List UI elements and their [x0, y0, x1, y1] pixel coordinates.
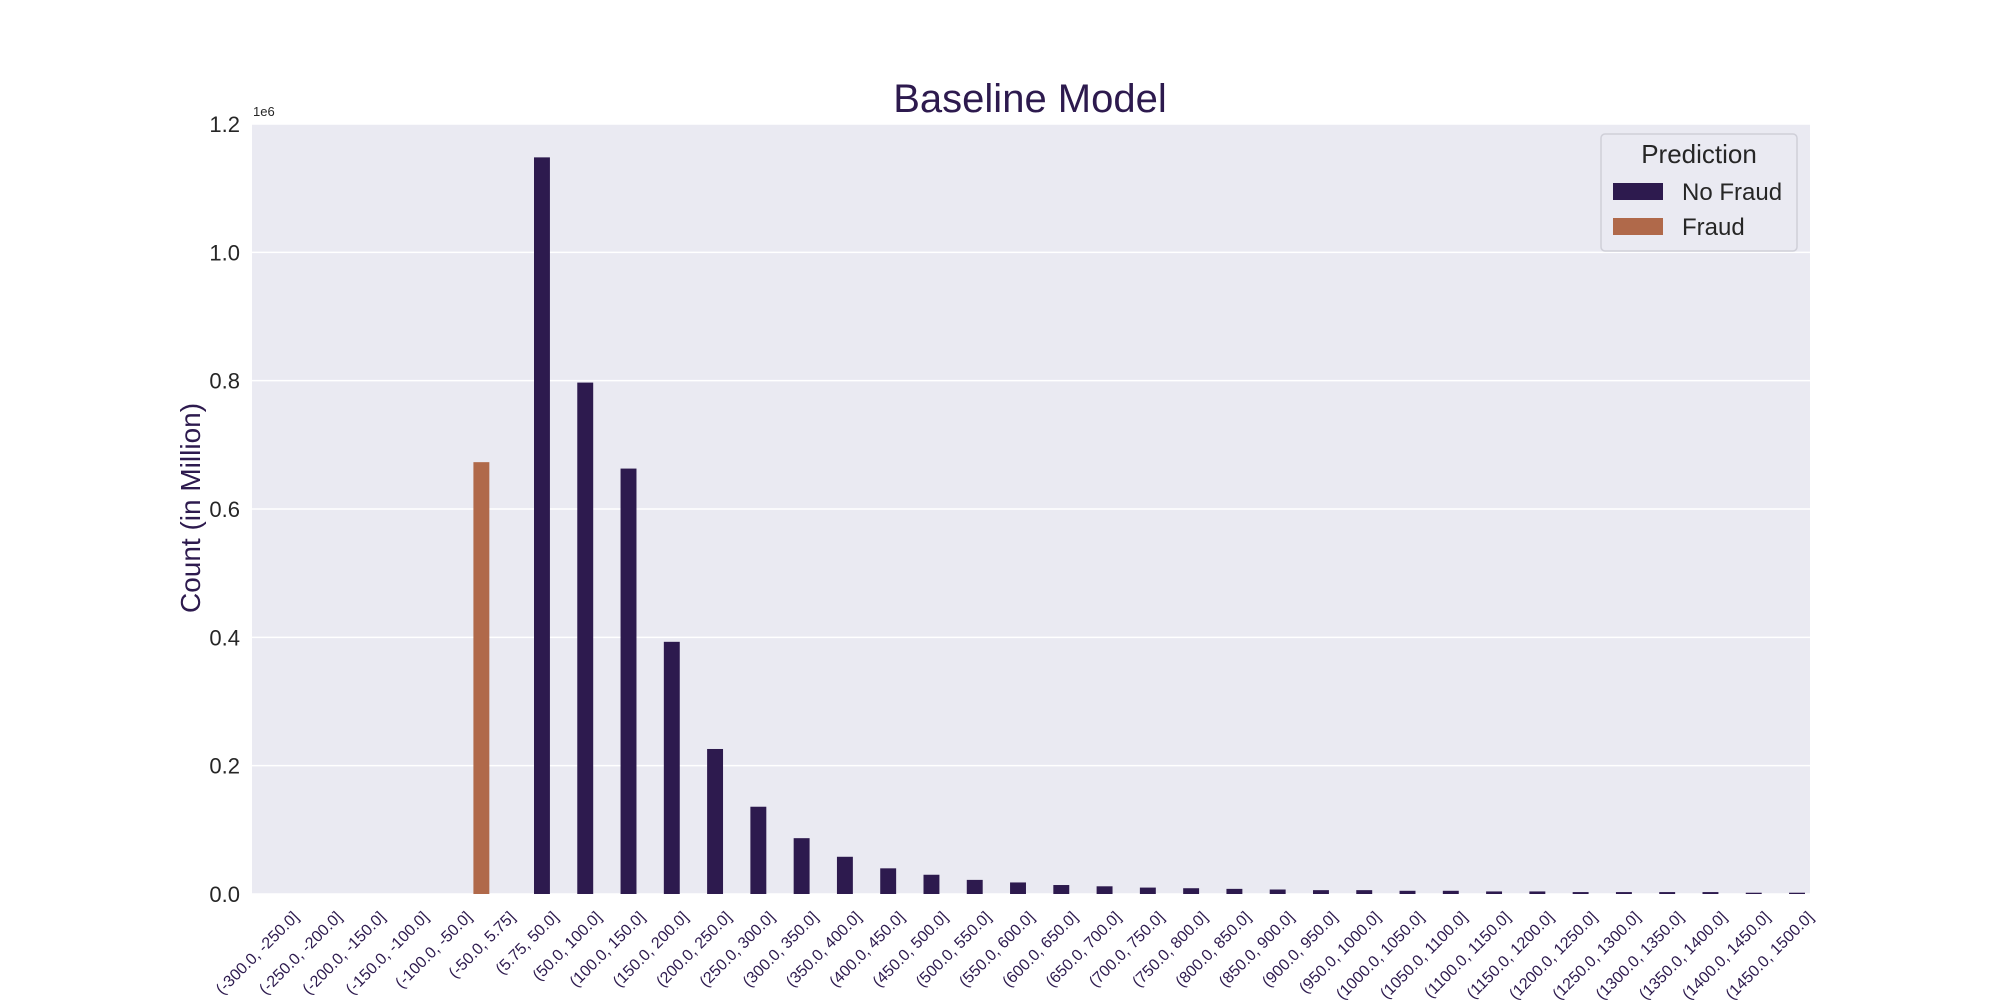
x-tick-label: (850.0, 900.0] [1216, 909, 1298, 991]
x-tick-label: (550.0, 600.0] [956, 909, 1038, 991]
bar-no-fraud [1053, 885, 1070, 894]
x-tick-label: (700.0, 750.0] [1086, 909, 1168, 991]
x-tick-label: (600.0, 650.0] [1000, 909, 1082, 991]
bar-no-fraud [663, 641, 680, 894]
bar-no-fraud [1442, 890, 1459, 894]
bar-no-fraud [1269, 889, 1286, 894]
bar-no-fraud [880, 868, 897, 894]
y-tick-label: 0.6 [209, 497, 240, 522]
x-tick-label: (450.0, 500.0] [870, 909, 952, 991]
bar-no-fraud [1096, 886, 1113, 894]
bar-no-fraud [620, 468, 637, 894]
bar-no-fraud [1789, 892, 1805, 894]
y-tick-label: 1.2 [209, 112, 240, 137]
y-axis-offset-label: 1e6 [253, 104, 275, 119]
y-tick-label: 0.8 [209, 369, 240, 394]
bar-fraud [473, 462, 490, 894]
x-tick-label: (500.0, 550.0] [913, 909, 995, 991]
x-tick-label: (750.0, 800.0] [1129, 909, 1211, 991]
bar-no-fraud [1615, 892, 1632, 894]
y-tick-label: 1.0 [209, 240, 240, 265]
y-tick-label: 0.2 [209, 754, 240, 779]
x-tick-label: (150.0, 200.0] [610, 909, 692, 991]
y-axis-label: Count (in Million) [175, 403, 206, 613]
bar-no-fraud [750, 806, 767, 894]
bar-no-fraud [1183, 888, 1200, 894]
bar-no-fraud [923, 874, 940, 894]
bar-no-fraud [1659, 892, 1676, 894]
x-tick-label: (650.0, 700.0] [1043, 909, 1125, 991]
bar-no-fraud [1745, 892, 1762, 894]
bar-no-fraud [1226, 888, 1243, 894]
grid-lines [252, 123, 1810, 895]
x-tick-label: (200.0, 250.0] [653, 909, 735, 991]
legend-swatch-no-fraud [1613, 183, 1663, 200]
bar-no-fraud [966, 879, 983, 894]
bar-no-fraud [1399, 890, 1416, 894]
bar-no-fraud [1572, 892, 1589, 894]
bar-no-fraud [836, 856, 853, 894]
bar-no-fraud [1486, 891, 1503, 894]
bar-no-fraud [1010, 882, 1026, 894]
bar-no-fraud [1312, 890, 1329, 894]
legend: Prediction No Fraud Fraud [1600, 133, 1798, 252]
x-tick-label: (100.0, 150.0] [567, 909, 649, 991]
x-tick-label: (800.0, 850.0] [1173, 909, 1255, 991]
y-tick-label: 0.0 [209, 882, 240, 907]
x-tick-label: (250.0, 300.0] [697, 909, 779, 991]
legend-label-fraud: Fraud [1682, 214, 1745, 241]
legend-swatch-fraud [1613, 218, 1663, 235]
chart-title: Baseline Model [893, 77, 1167, 121]
x-tick-label: (900.0, 950.0] [1259, 909, 1341, 991]
x-axis-ticks: (-300.0, -250.0](-250.0, -200.0](-200.0,… [213, 909, 1817, 1003]
x-tick-label: (350.0, 400.0] [783, 909, 865, 991]
legend-title: Prediction [1641, 139, 1757, 169]
bar-no-fraud [1356, 890, 1373, 894]
bar-no-fraud [1139, 887, 1156, 894]
y-axis-ticks: 0.0 0.2 0.4 0.6 0.8 1.0 1.2 [209, 112, 240, 907]
y-tick-label: 0.4 [209, 625, 240, 650]
x-tick-label: (-100.0, -50.0] [392, 909, 475, 992]
bar-no-fraud [793, 838, 810, 894]
bar-no-fraud [707, 748, 724, 894]
bars [473, 157, 1805, 894]
bar-no-fraud [1702, 892, 1719, 894]
x-tick-label: (300.0, 350.0] [740, 909, 822, 991]
legend-label-no-fraud: No Fraud [1682, 179, 1782, 206]
x-tick-label: (400.0, 450.0] [827, 909, 909, 991]
bar-no-fraud [1529, 891, 1546, 894]
bar-no-fraud [577, 382, 594, 894]
bar-no-fraud [533, 157, 550, 894]
